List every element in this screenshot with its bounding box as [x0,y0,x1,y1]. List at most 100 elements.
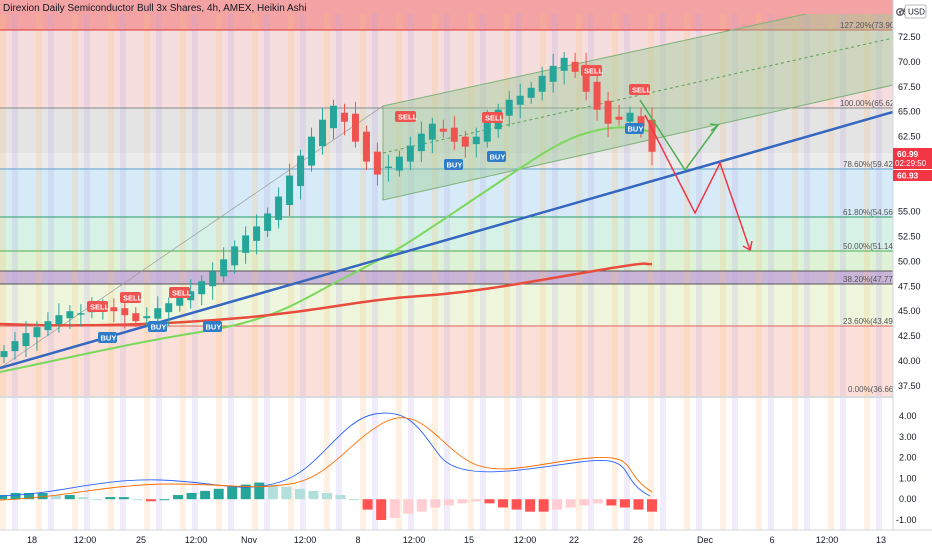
macd-hist-bar [0,495,7,500]
macd-session-stripe [816,398,822,530]
macd-hist-bar [227,486,238,500]
candle-body [176,297,184,306]
candle-body [604,100,612,124]
candle-body [242,235,250,253]
macd-session-stripe [12,398,18,530]
candle-body [351,113,359,142]
session-stripe [12,14,18,396]
macd-hist-bar [647,499,657,512]
macd-hist-bar [240,484,251,500]
fib-band-236 [0,284,893,326]
candle-body [275,196,283,220]
candle-body [220,259,228,277]
chart-title[interactable]: Direxion Daily Semiconductor Bull 3x Sha… [3,3,306,14]
time-tick-label: Dec [697,535,714,545]
candle-body [516,95,524,105]
sell-badge: SELL [629,84,652,95]
macd-hist-bar [376,499,387,520]
macd-hist-bar [159,499,170,501]
candle-body [340,112,348,122]
candle-body [253,226,261,241]
session-stripe [660,14,666,396]
session-stripe [768,14,774,396]
candle-body [461,136,469,147]
session-stripe [360,14,366,396]
session-stripe [624,14,630,396]
candle-body [297,155,305,187]
candle-body [417,133,425,152]
macd-hist-bar [51,495,62,500]
fib-label-382: 38.20%(47.77) [843,275,896,284]
session-stripe [156,14,162,396]
macd-session-stripe [120,398,126,530]
price-axis[interactable] [893,0,932,530]
candle-body [538,75,546,92]
candle-body [198,281,206,295]
session-stripe [444,14,450,396]
macd-tick-label: 2.00 [899,453,917,463]
macd-hist-bar [430,499,441,508]
session-stripe [336,14,342,396]
macd-session-stripe [180,398,186,530]
buy-badge: BUY [444,159,463,170]
sell-badge: SELL [120,292,143,303]
macd-hist-bar [200,490,211,500]
session-stripe [312,14,318,396]
macd-hist-bar [403,499,414,514]
candle-body [11,341,19,352]
session-stripe [84,14,90,396]
macd-histogram [0,482,657,520]
macd-session-stripe [600,398,606,530]
session-stripe [648,14,654,396]
time-axis[interactable] [0,530,932,550]
time-tick-label: 12:00 [294,535,317,545]
macd-session-stripes [0,398,882,530]
macd-session-stripe [300,398,306,530]
macd-session-stripe [648,398,654,530]
macd-session-stripe [192,398,198,530]
candle-body [637,116,645,127]
session-stripe [756,14,762,396]
candle-body [77,313,85,315]
candle-body [165,303,173,313]
title-bar-bg [0,0,893,14]
macd-hist-bar [606,499,617,506]
session-stripe [552,14,558,396]
candle-body [373,151,381,175]
session-stripe [324,14,330,396]
macd-session-stripe [264,398,270,530]
price-tick-label: 62.50 [898,132,921,142]
macd-hist-bar [335,495,346,500]
macd-session-stripe [780,398,786,530]
projection-up-path [639,99,719,172]
currency-badge[interactable]: USD [904,4,927,19]
macd-session-stripe [864,398,870,530]
candle-body [593,81,601,110]
projection-up-arrowhead [709,123,720,132]
candle-body [450,127,458,142]
macd-hist-bar [118,497,129,500]
macd-hist-bar [37,492,48,500]
secondary-price-label: 60.93 [893,170,932,181]
time-tick-label: 25 [136,535,146,545]
session-stripe [792,14,798,396]
session-stripe [372,14,378,396]
macd-session-stripe [288,398,294,530]
candle-body [154,308,162,319]
macd-hist-bar [619,499,630,508]
svg-text:BUY: BUY [151,323,167,332]
settings-icon[interactable] [896,8,904,16]
macd-session-stripe [324,398,330,530]
macd-session-stripe [792,398,798,530]
time-tick-label: 12:00 [185,535,208,545]
candle-body [560,57,568,71]
macd-hist-bar [91,499,102,501]
session-stripe [456,14,462,396]
session-stripe [528,14,534,396]
candle-body [615,116,623,120]
session-stripe [240,14,246,396]
macd-hist-bar [173,495,184,500]
svg-text:SELL: SELL [584,67,604,76]
projection-down-path [644,114,751,251]
